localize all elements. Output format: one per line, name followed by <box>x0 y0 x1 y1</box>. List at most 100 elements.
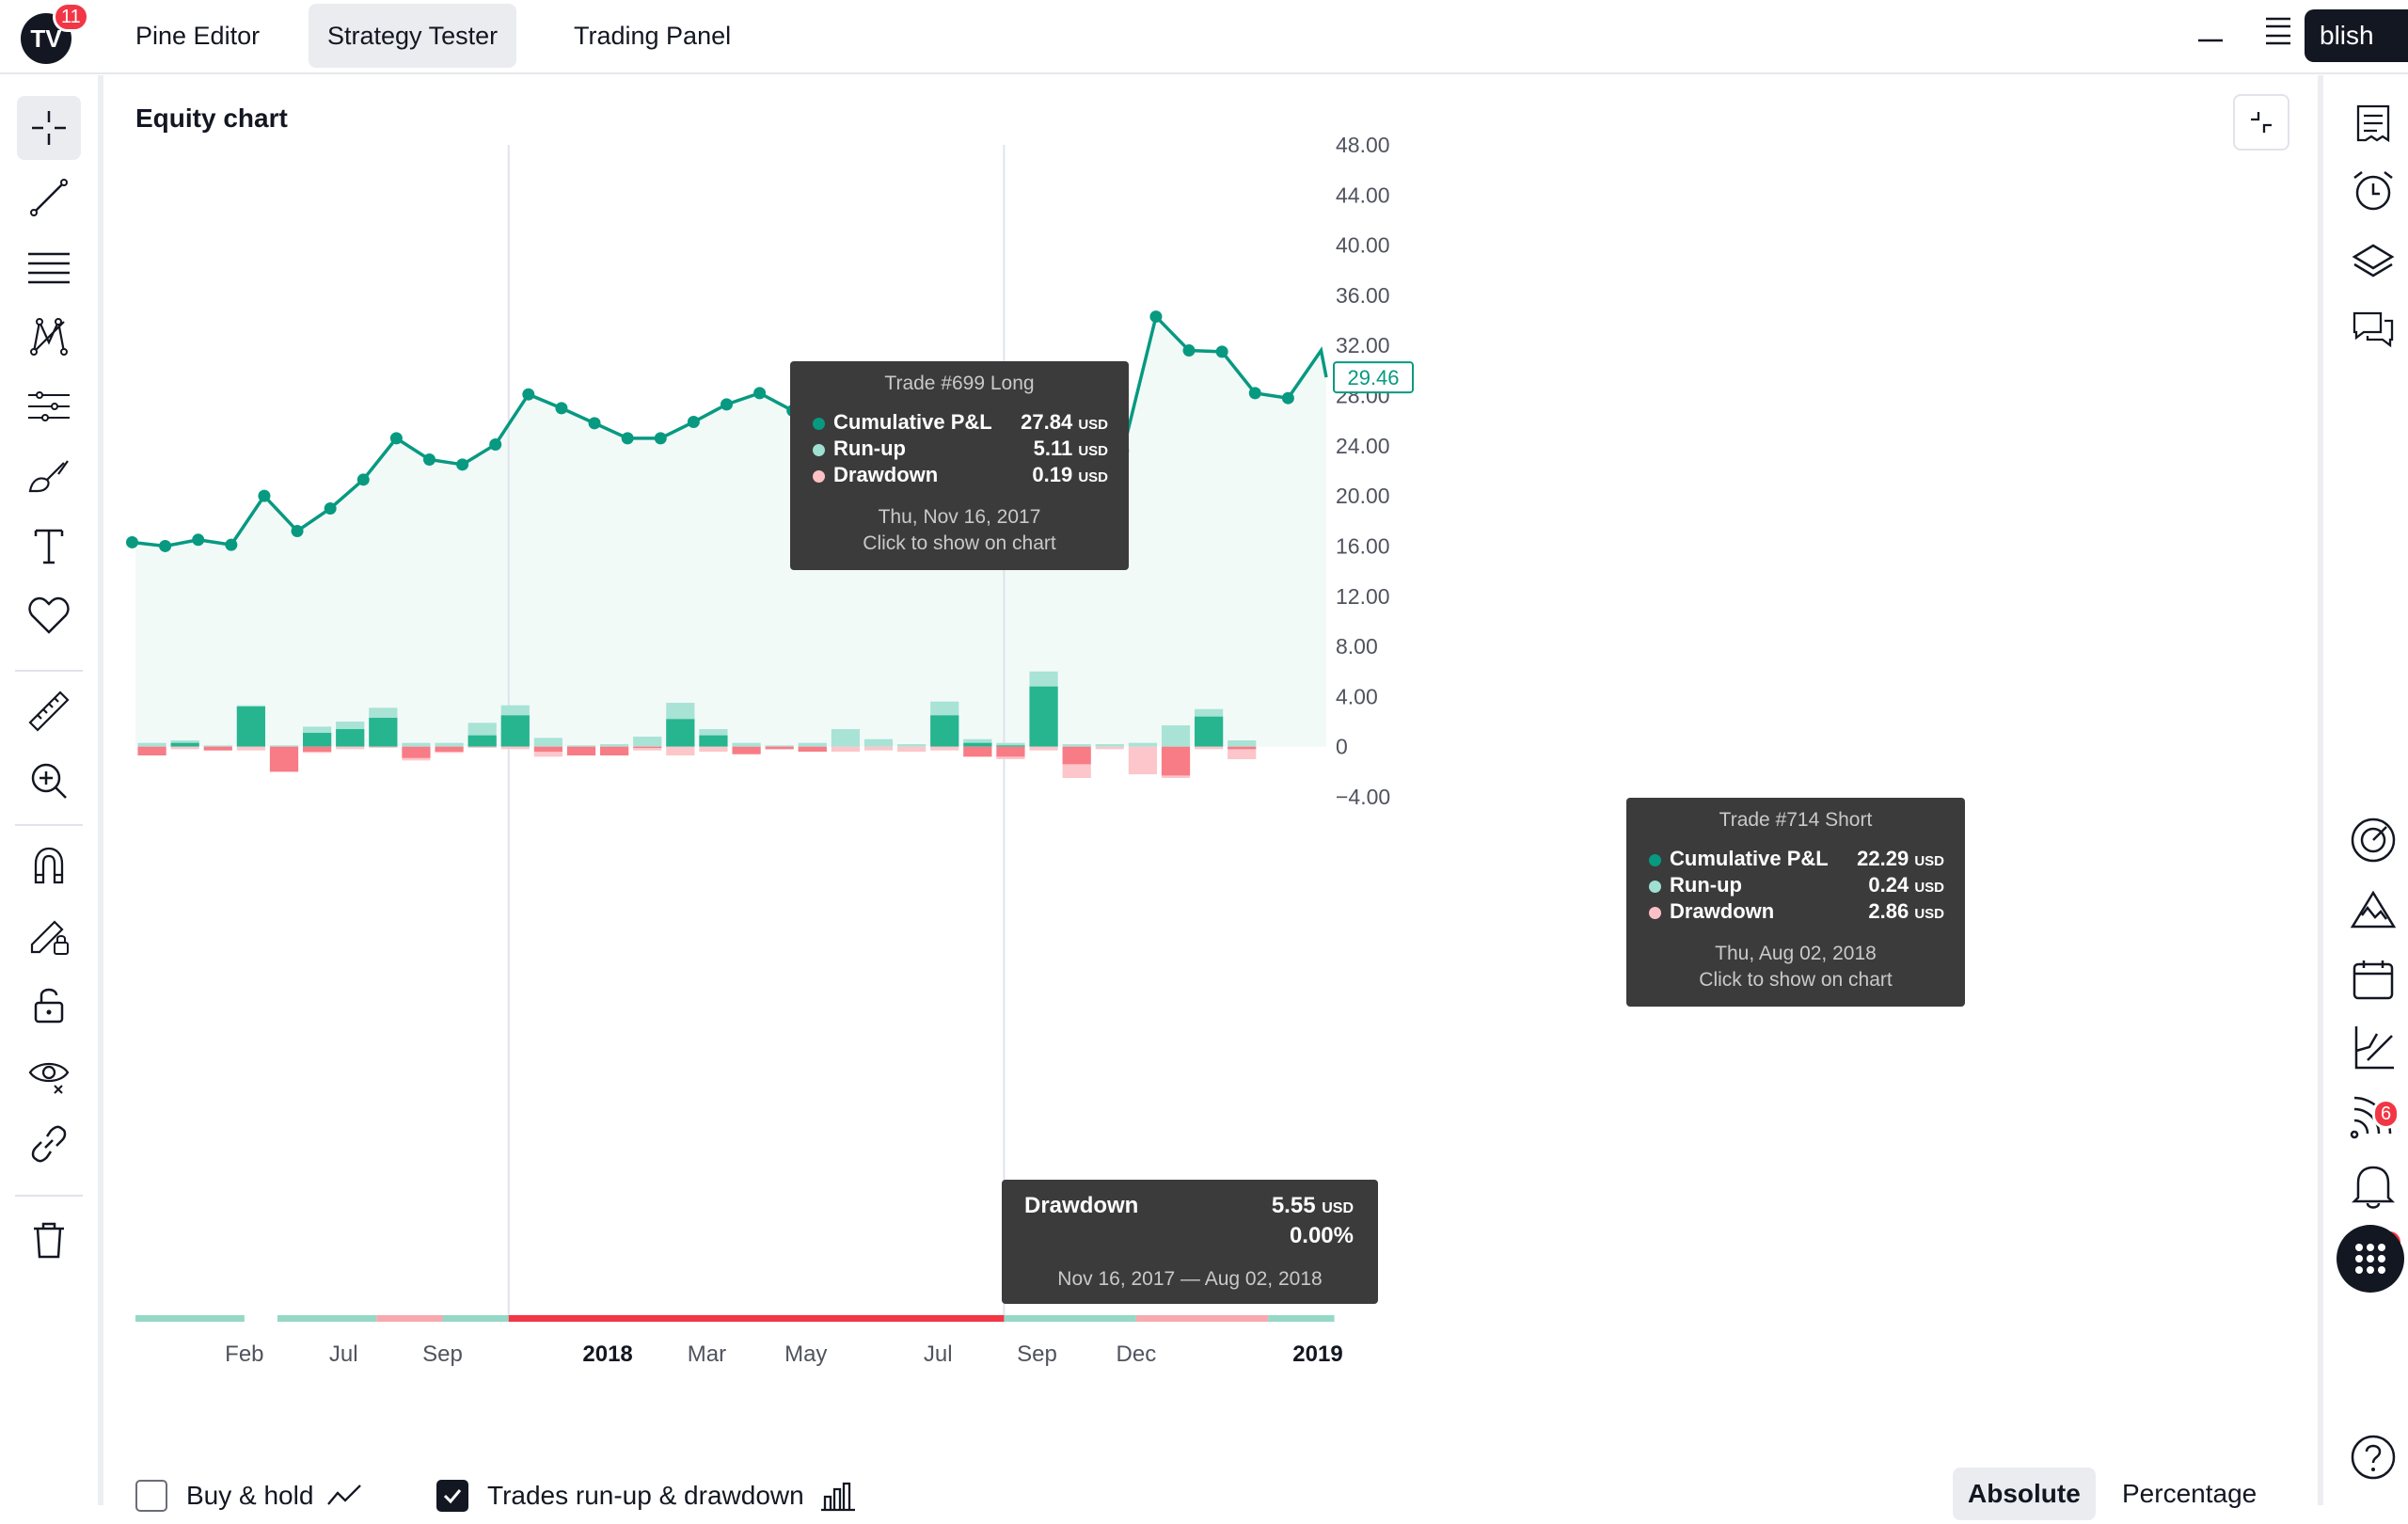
help-icon[interactable] <box>2342 1426 2404 1488</box>
toolbar-divider <box>15 670 83 672</box>
equity-point <box>1182 344 1196 357</box>
tooltip-row-runup: Run-up 0.24 USD <box>1649 873 1944 899</box>
toolbar-divider <box>15 1195 83 1197</box>
streams-badge: 6 <box>2372 1099 2400 1129</box>
y-tick-label: 36.00 <box>1336 283 1390 308</box>
publish-button[interactable]: blish <box>2305 9 2408 62</box>
favorites-icon[interactable] <box>17 583 81 647</box>
drawdown-value: 5.55 USD <box>1271 1193 1354 1218</box>
chat-icon[interactable] <box>2342 299 2404 361</box>
drawdown-bar-solid <box>303 746 332 753</box>
alerts-icon[interactable] <box>2342 160 2404 222</box>
tooltip-row-cumulative: Cumulative P&L 22.29 USD <box>1649 847 1944 873</box>
runup-bar <box>137 742 166 747</box>
trade-period-strip <box>277 1315 377 1322</box>
trade-period-strip <box>1135 1315 1269 1322</box>
runup-bar-solid <box>170 742 199 747</box>
calendar-icon[interactable] <box>2342 948 2404 1010</box>
lock-drawings-icon[interactable] <box>17 903 81 967</box>
tooltip-header: Trade #699 Long <box>884 373 1035 394</box>
brush-icon[interactable] <box>17 444 81 508</box>
runup-bar-solid <box>963 742 992 747</box>
unlock-icon[interactable] <box>17 973 81 1037</box>
x-tick-label: May <box>784 1341 827 1367</box>
pine-icon[interactable] <box>2342 1016 2404 1078</box>
apps-icon[interactable] <box>2337 1225 2404 1293</box>
runup-dot <box>1649 881 1661 893</box>
runup-bar <box>1062 744 1091 747</box>
ideas-icon[interactable] <box>2342 879 2404 941</box>
magnet-icon[interactable] <box>17 833 81 897</box>
tab-trading-panel[interactable]: Trading Panel <box>574 22 732 50</box>
equity-point <box>522 388 535 401</box>
runup-bar <box>600 744 629 747</box>
equity-area <box>132 316 1326 747</box>
link-icon[interactable] <box>17 1112 81 1176</box>
trade-period-strip <box>1268 1315 1335 1322</box>
x-tick-label: 2018 <box>582 1341 632 1367</box>
runup-bar <box>831 729 860 747</box>
runup-bar <box>798 742 827 747</box>
zoom-in-icon[interactable] <box>17 749 81 813</box>
panel-title: Equity chart <box>135 103 288 133</box>
runup-bar <box>633 737 662 747</box>
text-icon[interactable] <box>17 514 81 578</box>
runup-bar-solid <box>336 729 365 747</box>
buy-hold-checkbox[interactable] <box>135 1480 167 1512</box>
trade-tooltip-714[interactable]: Trade #714 Short Cumulative P&L 22.29 USD… <box>1626 798 1965 1007</box>
tooltip-hint: Click to show on chart <box>863 532 1056 554</box>
drawdown-bar-solid <box>765 746 794 750</box>
runup-drawdown-checkbox[interactable] <box>436 1480 468 1512</box>
runup-drawdown-toggle[interactable]: Trades run-up & drawdown <box>436 1468 857 1524</box>
layers-icon[interactable] <box>2342 230 2404 292</box>
maximize-icon[interactable] <box>2258 15 2299 56</box>
target-icon[interactable] <box>2342 809 2404 871</box>
x-tick-label: Sep <box>1017 1341 1057 1367</box>
notifications-badge: 11 <box>53 2 89 32</box>
minimize-icon[interactable] <box>2190 15 2231 56</box>
drawdown-tooltip[interactable]: Drawdown 5.55 USD 0.00% Nov 16, 2017 — A… <box>1002 1180 1378 1304</box>
equity-chart[interactable]: 48.0044.0040.0036.0032.0028.0024.0020.00… <box>103 75 2314 1392</box>
runup-bar <box>897 744 927 747</box>
runup-bar-solid <box>996 745 1025 747</box>
y-tick-label: 48.00 <box>1336 133 1390 157</box>
watchlist-icon[interactable] <box>2342 92 2404 154</box>
streams-icon[interactable] <box>2342 1086 2404 1148</box>
drawdown-bar <box>699 746 728 753</box>
notifications-icon[interactable] <box>2342 1155 2404 1217</box>
drawdown-bar-solid <box>600 746 629 756</box>
trash-icon[interactable] <box>17 1208 81 1272</box>
buy-hold-toggle[interactable]: Buy & hold <box>135 1468 364 1524</box>
equity-point <box>753 387 767 400</box>
equity-point <box>258 489 271 502</box>
equity-point <box>125 535 138 548</box>
runup-bar <box>1228 740 1257 747</box>
runup-bar-solid <box>1029 686 1058 747</box>
drawdown-dot <box>813 470 825 483</box>
runup-bar-solid <box>666 719 695 747</box>
drawdown-bar <box>336 746 365 750</box>
trade-period-strip <box>508 1315 1005 1322</box>
eye-icon[interactable] <box>17 1042 81 1106</box>
trade-tooltip-699[interactable]: Trade #699 Long Cumulative P&L 27.84 USD … <box>790 361 1129 570</box>
tab-strategy-tester[interactable]: Strategy Tester <box>309 4 517 68</box>
left-toolbar <box>0 75 103 1505</box>
absolute-toggle[interactable]: Absolute <box>1953 1468 2096 1520</box>
pattern-icon[interactable] <box>17 305 81 369</box>
top-bar: TV 11 Pine Editor Strategy Tester Tradin… <box>0 0 2408 74</box>
drawdown-bar <box>1095 746 1124 750</box>
percentage-toggle[interactable]: Percentage <box>2122 1479 2258 1508</box>
ruler-icon[interactable] <box>17 679 81 743</box>
collapse-button[interactable] <box>2233 94 2289 151</box>
trend-line-icon[interactable] <box>17 166 81 230</box>
equity-point <box>389 432 403 445</box>
prediction-icon[interactable] <box>17 374 81 438</box>
runup-bar <box>203 745 232 747</box>
equity-point <box>1149 310 1163 324</box>
tab-pine-editor[interactable]: Pine Editor <box>135 22 261 50</box>
runup-bar <box>732 742 761 747</box>
drawdown-bar <box>1195 746 1224 750</box>
crosshair-icon[interactable] <box>17 96 81 160</box>
drawdown-bar-solid <box>402 746 431 758</box>
fib-retracement-icon[interactable] <box>17 235 81 299</box>
